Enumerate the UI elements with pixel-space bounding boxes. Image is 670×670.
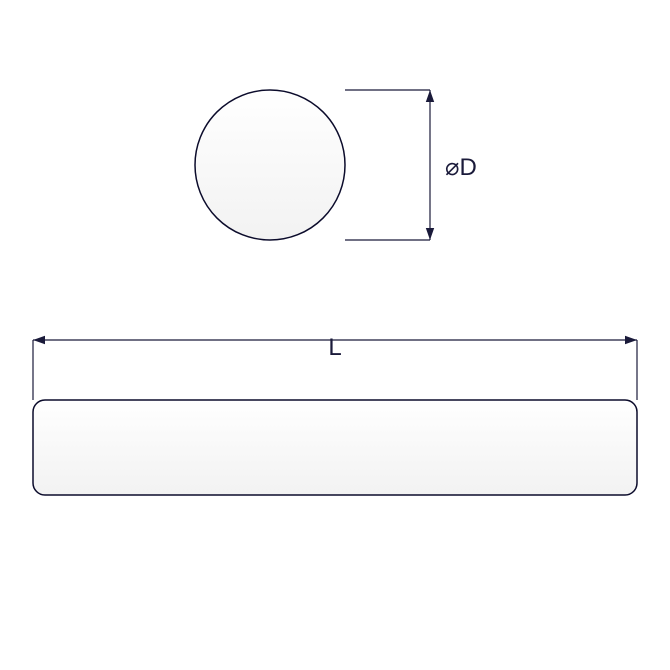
length-label: L — [328, 334, 341, 361]
technical-drawing: ⌀D L — [0, 0, 670, 670]
arrowhead-icon — [426, 90, 434, 102]
arrowhead-icon — [33, 336, 45, 344]
arrowhead-icon — [625, 336, 637, 344]
side-view-rod — [33, 400, 637, 495]
end-view-circle — [195, 90, 345, 240]
diameter-label: ⌀D — [445, 154, 477, 181]
arrowhead-icon — [426, 228, 434, 240]
